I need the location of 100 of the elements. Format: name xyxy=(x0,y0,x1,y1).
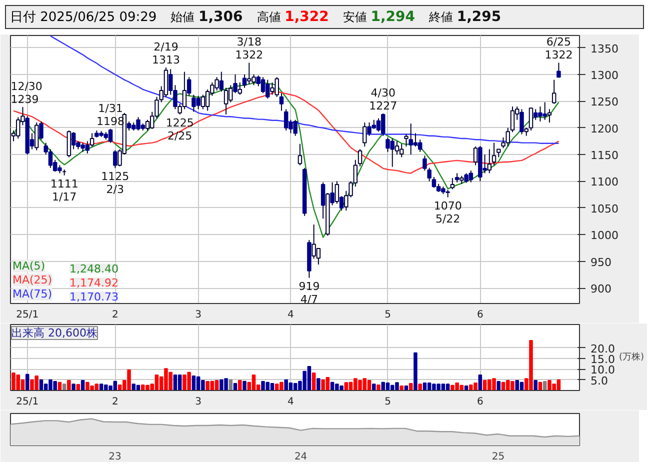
candlestick xyxy=(432,176,436,188)
annotation: 1070 5/22 xyxy=(434,199,462,226)
candlestick xyxy=(394,140,400,156)
y-axis-title: (万株) xyxy=(618,352,644,362)
bar xyxy=(214,380,219,390)
bar xyxy=(372,384,376,390)
candlestick xyxy=(334,180,340,204)
y-tick-label: 10.0 xyxy=(590,364,615,377)
bar xyxy=(242,380,246,390)
bar xyxy=(39,379,44,390)
annotation: 6/25 1322 xyxy=(544,36,573,62)
annotation: 1225 2/25 xyxy=(166,116,194,143)
candlestick xyxy=(358,148,362,167)
y-tick-label: 1050 xyxy=(590,202,618,216)
candlestick xyxy=(422,155,427,172)
y-tick-label: 1350 xyxy=(590,42,618,56)
candlestick xyxy=(528,107,534,132)
x-tick-label: 6 xyxy=(476,396,484,408)
x-tick-label: 25/1 xyxy=(16,310,39,320)
bar xyxy=(418,384,422,390)
bar xyxy=(80,380,85,390)
candlestick xyxy=(238,82,242,96)
text: 始値 1,306 xyxy=(170,9,243,25)
bar xyxy=(478,374,482,390)
bar xyxy=(400,386,404,390)
bar xyxy=(367,380,372,390)
candlestick xyxy=(108,128,113,144)
y-tick-label: 1000 xyxy=(590,229,618,242)
bar xyxy=(228,379,233,390)
y-tick-label: 900 xyxy=(590,282,612,296)
bar xyxy=(312,372,316,390)
y-tick-label: 950 xyxy=(590,256,612,269)
text: MA(75) 1,170.73 xyxy=(12,288,118,304)
text: MA(5) 1,248.40 xyxy=(12,260,118,276)
bar xyxy=(192,376,196,390)
x-tick-label: 3 xyxy=(195,396,202,408)
candlestick xyxy=(547,108,552,124)
x-tick-label: 24 xyxy=(294,452,308,462)
candlestick xyxy=(492,142,496,166)
x-tick-label: 23 xyxy=(108,452,122,462)
candlestick xyxy=(473,146,478,166)
annotation: 1111 1/17 xyxy=(50,177,78,204)
chart-title: 日付 2025/06/25 09:29 xyxy=(10,10,157,25)
candlestick xyxy=(90,132,94,148)
x-tick-label: 3 xyxy=(195,310,202,320)
bar xyxy=(238,380,242,390)
annotation: 4/30 1227 xyxy=(369,86,398,112)
bar xyxy=(132,384,136,390)
annotation: 3/18 1322 xyxy=(235,36,264,62)
x-tick-label: 25/1 xyxy=(16,396,39,408)
x-tick-label: 5 xyxy=(384,310,391,320)
x-tick-label: 25 xyxy=(492,452,505,462)
candlestick xyxy=(404,134,408,148)
bar xyxy=(25,374,30,390)
candlestick xyxy=(556,62,561,78)
bar xyxy=(72,384,76,390)
annotation: 919 4/7 xyxy=(298,280,320,306)
annotation: 1125 2/3 xyxy=(101,170,130,196)
candlestick xyxy=(427,167,432,182)
x-tick-label: 5 xyxy=(384,396,391,408)
candlestick xyxy=(298,143,302,166)
candlestick xyxy=(362,122,367,148)
candlestick xyxy=(200,94,206,110)
bar xyxy=(344,382,348,390)
text: 安値 1,294 xyxy=(342,9,416,25)
x-tick-label: 4 xyxy=(288,310,294,320)
y-tick-label: 5.0 xyxy=(590,374,608,388)
y-tick-label: 1150 xyxy=(590,149,618,162)
text: 終値 1,295 xyxy=(429,9,502,25)
y-tick-label: 15.0 xyxy=(590,353,615,366)
bar xyxy=(534,380,538,390)
candlestick xyxy=(450,178,455,190)
x-tick-label: 6 xyxy=(476,310,484,320)
candlestick xyxy=(552,79,556,104)
candlestick xyxy=(145,119,150,132)
text: MA(25) 1,174.92 xyxy=(12,274,118,290)
bar xyxy=(446,384,450,390)
x-tick-label: 4 xyxy=(288,396,294,408)
bar xyxy=(515,380,520,390)
bar xyxy=(542,381,547,390)
annotation: 2/19 1313 xyxy=(152,40,180,67)
candlestick xyxy=(34,122,39,151)
x-tick-label: 2 xyxy=(112,310,118,320)
y-tick-label: 20.0 xyxy=(590,342,615,356)
bar xyxy=(376,384,380,390)
bar xyxy=(414,352,418,390)
y-tick-label: 1200 xyxy=(590,122,618,136)
y-tick-label: 1300 xyxy=(590,68,618,82)
candlestick xyxy=(487,148,492,174)
text: 高値 1,322 xyxy=(256,9,329,25)
chart-title: 出来高 20,600株 xyxy=(12,326,98,340)
y-tick-label: 1100 xyxy=(590,176,618,189)
bar xyxy=(173,374,178,390)
bar xyxy=(62,384,66,390)
bar xyxy=(178,374,182,390)
y-tick-label: 1250 xyxy=(590,96,618,109)
candlestick xyxy=(279,92,284,112)
candlestick xyxy=(260,76,266,94)
bar xyxy=(496,381,501,390)
bar xyxy=(67,380,71,390)
